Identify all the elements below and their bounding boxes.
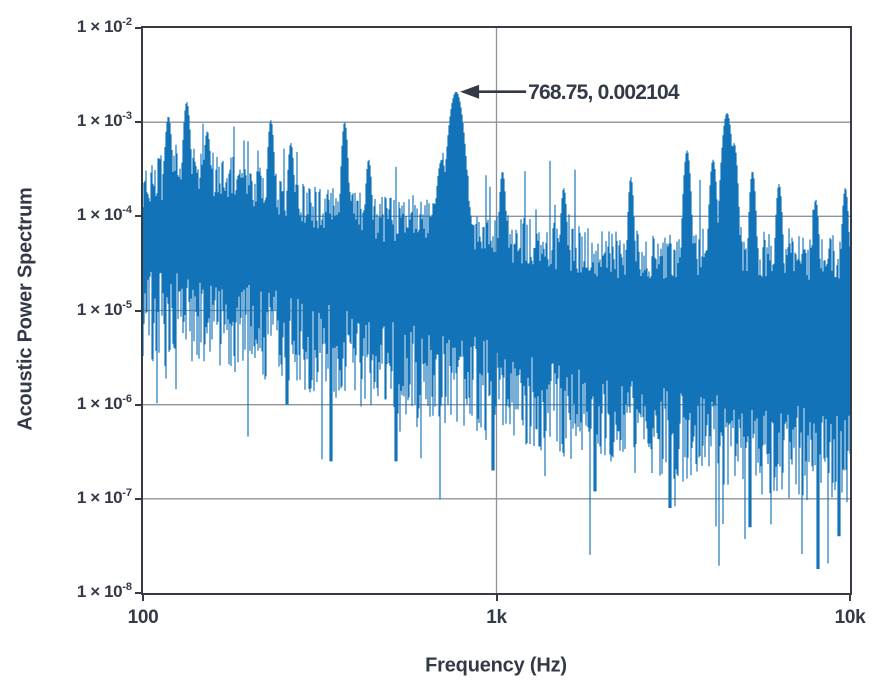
y-tick-mark [135,403,141,406]
y-tick-label-1e-5: 1 × 10-5 [76,298,132,319]
annotation-arrowhead [460,84,480,99]
x-tick-label-10k: 10k [834,607,866,628]
y-tick-mark [135,215,141,218]
y-tick-label-1e-4: 1 × 10-4 [76,204,132,225]
y-tick-label-1e-8: 1 × 10-8 [76,581,132,601]
x-tick-label-1k: 1k [486,607,507,628]
y-tick-mark [135,592,141,594]
x-tick-mark [849,595,851,601]
x-tick-mark [495,595,498,601]
plot-area [141,26,852,595]
y-tick-label-1e-6: 1 × 10-6 [76,392,132,413]
y-tick-label-1e-3: 1 × 10-3 [76,110,132,131]
spectrum-data [143,91,850,569]
peak-annotation-label: 768.75, 0.002104 [528,80,680,104]
y-tick-mark [135,309,141,312]
x-tick-mark [142,595,144,601]
y-tick-mark [135,27,141,29]
y-tick-label-1e-7: 1 × 10-7 [76,486,132,507]
spectrum-plot-svg [143,28,850,593]
x-axis-title: Frequency (Hz) [425,654,567,677]
x-tick-label-100: 100 [127,607,159,628]
y-tick-mark [135,497,141,500]
y-tick-mark [135,121,141,124]
y-tick-label-1e-2: 1 × 10-2 [76,16,132,36]
